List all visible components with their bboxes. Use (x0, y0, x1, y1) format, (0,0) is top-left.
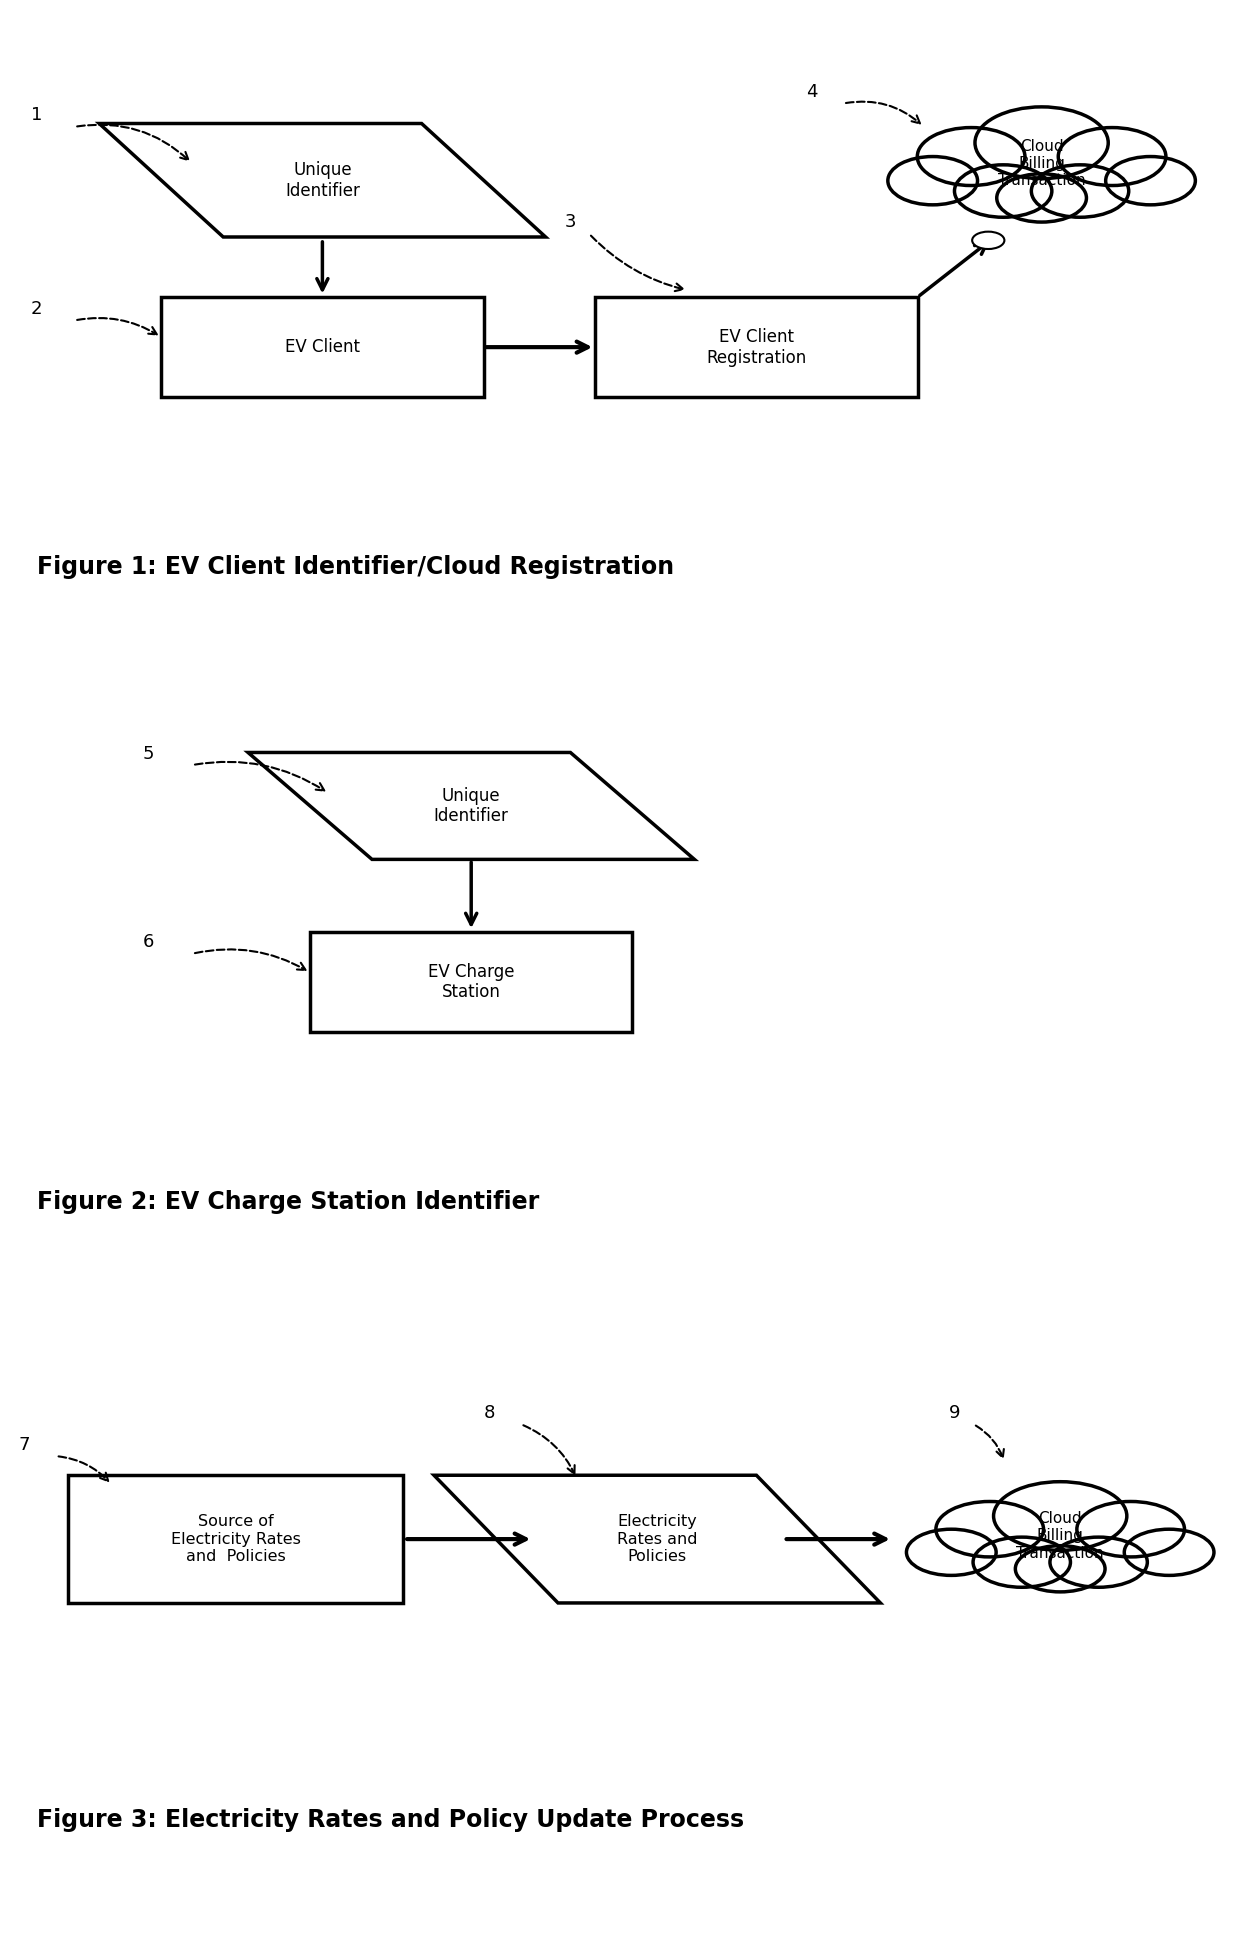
Circle shape (975, 106, 1109, 178)
Text: 6: 6 (143, 933, 154, 952)
Text: 1: 1 (31, 106, 42, 124)
Circle shape (1050, 1536, 1147, 1587)
Text: 7: 7 (19, 1436, 30, 1453)
Text: Unique
Identifier: Unique Identifier (285, 161, 360, 199)
Circle shape (888, 157, 977, 205)
Text: 4: 4 (806, 83, 817, 101)
Circle shape (972, 232, 1004, 250)
Circle shape (1076, 1502, 1184, 1558)
Text: 8: 8 (484, 1403, 495, 1422)
Text: Unique
Identifier: Unique Identifier (434, 786, 508, 826)
Text: Figure 3: Electricity Rates and Policy Update Process: Figure 3: Electricity Rates and Policy U… (37, 1807, 744, 1832)
Circle shape (918, 128, 1025, 186)
Polygon shape (99, 124, 546, 236)
Circle shape (997, 174, 1086, 223)
Circle shape (1058, 128, 1166, 186)
Circle shape (1125, 1529, 1214, 1575)
Circle shape (936, 1502, 1044, 1558)
Text: 9: 9 (949, 1403, 960, 1422)
Text: EV Client: EV Client (285, 339, 360, 356)
Text: Figure 2: EV Charge Station Identifier: Figure 2: EV Charge Station Identifier (37, 1190, 539, 1213)
Circle shape (973, 1536, 1070, 1587)
Bar (595, 298, 918, 397)
Polygon shape (434, 1474, 880, 1602)
Text: Cloud
Billing
Transaction: Cloud Billing Transaction (1017, 1511, 1104, 1562)
Circle shape (906, 1529, 996, 1575)
Text: Source of
Electricity Rates
and  Policies: Source of Electricity Rates and Policies (171, 1515, 300, 1563)
Text: 5: 5 (143, 745, 154, 762)
Text: Cloud
Billing
Transaction: Cloud Billing Transaction (998, 139, 1085, 188)
Text: EV Client
Registration: EV Client Registration (707, 327, 806, 366)
Bar (161, 298, 484, 397)
Circle shape (1016, 1546, 1105, 1593)
Text: Figure 1: EV Client Identifier/Cloud Registration: Figure 1: EV Client Identifier/Cloud Reg… (37, 555, 675, 579)
Text: 3: 3 (564, 213, 575, 230)
Polygon shape (248, 753, 694, 859)
Text: EV Charge
Station: EV Charge Station (428, 962, 515, 1002)
Circle shape (1032, 164, 1128, 217)
Bar (68, 1474, 403, 1602)
Text: 2: 2 (31, 300, 42, 317)
Bar (310, 931, 632, 1033)
Circle shape (955, 164, 1052, 217)
Text: Electricity
Rates and
Policies: Electricity Rates and Policies (618, 1515, 697, 1563)
Circle shape (993, 1482, 1127, 1550)
Circle shape (1106, 157, 1195, 205)
